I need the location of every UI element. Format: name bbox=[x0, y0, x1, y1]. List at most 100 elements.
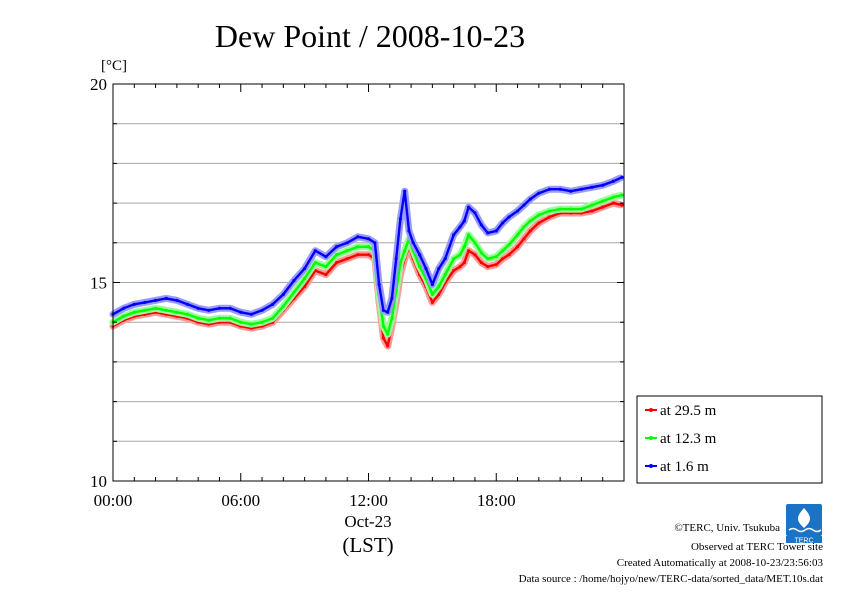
data-point bbox=[611, 195, 615, 199]
logo-text: TERC bbox=[794, 538, 813, 545]
x-tick-label: 00:00 bbox=[94, 491, 133, 510]
data-point bbox=[479, 251, 483, 255]
series-1 bbox=[109, 199, 624, 350]
data-point bbox=[507, 215, 511, 219]
legend-label: at 1.6 m bbox=[660, 459, 709, 475]
data-point bbox=[579, 207, 584, 211]
data-point bbox=[443, 272, 447, 277]
data-point bbox=[479, 261, 483, 265]
data-point bbox=[398, 261, 403, 265]
data-point bbox=[486, 265, 490, 269]
data-point bbox=[373, 241, 377, 245]
data-point bbox=[558, 187, 562, 191]
data-point bbox=[292, 278, 296, 283]
data-point bbox=[486, 257, 490, 261]
data-point bbox=[185, 302, 190, 306]
data-point bbox=[590, 209, 594, 213]
data-point bbox=[430, 300, 434, 304]
data-point bbox=[175, 298, 179, 302]
data-point bbox=[473, 253, 477, 257]
data-point bbox=[620, 193, 624, 197]
data-point bbox=[386, 310, 390, 314]
series-band bbox=[109, 192, 624, 338]
data-point bbox=[271, 302, 275, 306]
series-2 bbox=[109, 192, 624, 338]
data-point bbox=[443, 257, 447, 261]
data-point bbox=[386, 344, 390, 348]
data-point bbox=[418, 265, 422, 269]
data-point bbox=[473, 241, 477, 245]
data-point bbox=[620, 203, 624, 207]
data-point bbox=[249, 312, 253, 316]
data-point bbox=[313, 249, 317, 253]
data-point bbox=[507, 243, 511, 247]
data-point bbox=[324, 255, 328, 259]
data-point bbox=[249, 322, 253, 326]
data-point bbox=[458, 225, 462, 229]
data-point bbox=[228, 306, 232, 310]
data-point bbox=[494, 263, 498, 267]
data-point bbox=[143, 300, 147, 304]
data-point bbox=[462, 261, 466, 265]
data-point bbox=[515, 209, 520, 213]
data-point bbox=[601, 199, 605, 203]
data-point bbox=[458, 253, 462, 257]
data-point bbox=[437, 292, 441, 297]
data-point bbox=[356, 245, 360, 249]
grid-lines bbox=[113, 123, 624, 442]
source-text: Data source : /home/hojyo/new/TERC-data/… bbox=[519, 573, 823, 585]
date-label: Oct-23 bbox=[344, 512, 391, 531]
data-point bbox=[260, 308, 264, 312]
data-point bbox=[418, 253, 422, 257]
data-point bbox=[143, 308, 147, 312]
data-point bbox=[334, 245, 339, 249]
data-point bbox=[507, 253, 511, 257]
data-point bbox=[403, 249, 407, 253]
data-point bbox=[494, 229, 498, 233]
data-point bbox=[292, 290, 296, 295]
data-point bbox=[430, 292, 434, 297]
observed-text: Observed at TERC Tower site bbox=[691, 541, 823, 553]
data-point bbox=[175, 310, 179, 314]
data-point bbox=[522, 225, 526, 229]
data-point bbox=[601, 183, 605, 187]
data-point bbox=[185, 312, 190, 316]
data-point bbox=[528, 229, 532, 233]
legend-marker bbox=[649, 408, 653, 412]
data-point bbox=[132, 302, 136, 306]
data-point bbox=[620, 175, 624, 179]
data-point bbox=[394, 257, 398, 261]
y-tick-label: 15 bbox=[90, 274, 107, 293]
data-point bbox=[313, 261, 317, 265]
data-point bbox=[132, 310, 136, 314]
legend-label: at 29.5 m bbox=[660, 403, 717, 419]
data-point bbox=[207, 318, 211, 322]
data-point bbox=[466, 233, 471, 237]
data-point bbox=[303, 276, 307, 281]
terc-logo: TERC bbox=[786, 504, 822, 545]
data-point bbox=[153, 306, 158, 310]
legend-box bbox=[636, 395, 823, 484]
data-point bbox=[228, 316, 232, 320]
legend-marker bbox=[649, 464, 653, 468]
data-point bbox=[239, 320, 243, 324]
data-point bbox=[122, 306, 126, 310]
data-point bbox=[558, 207, 562, 211]
data-point bbox=[303, 284, 307, 289]
data-point bbox=[528, 197, 532, 201]
series-layer bbox=[109, 174, 624, 350]
data-point bbox=[390, 316, 394, 320]
data-point bbox=[547, 215, 552, 219]
data-point bbox=[590, 185, 594, 189]
data-point bbox=[356, 253, 360, 257]
data-point bbox=[501, 221, 505, 225]
data-point bbox=[324, 272, 328, 277]
data-point bbox=[569, 189, 573, 193]
data-point bbox=[458, 265, 462, 269]
data-point bbox=[466, 249, 471, 253]
data-point bbox=[407, 229, 411, 233]
created-text: Created Automatically at 2008-10-23/23:5… bbox=[617, 557, 824, 569]
data-point bbox=[271, 316, 275, 320]
data-point bbox=[590, 203, 594, 207]
